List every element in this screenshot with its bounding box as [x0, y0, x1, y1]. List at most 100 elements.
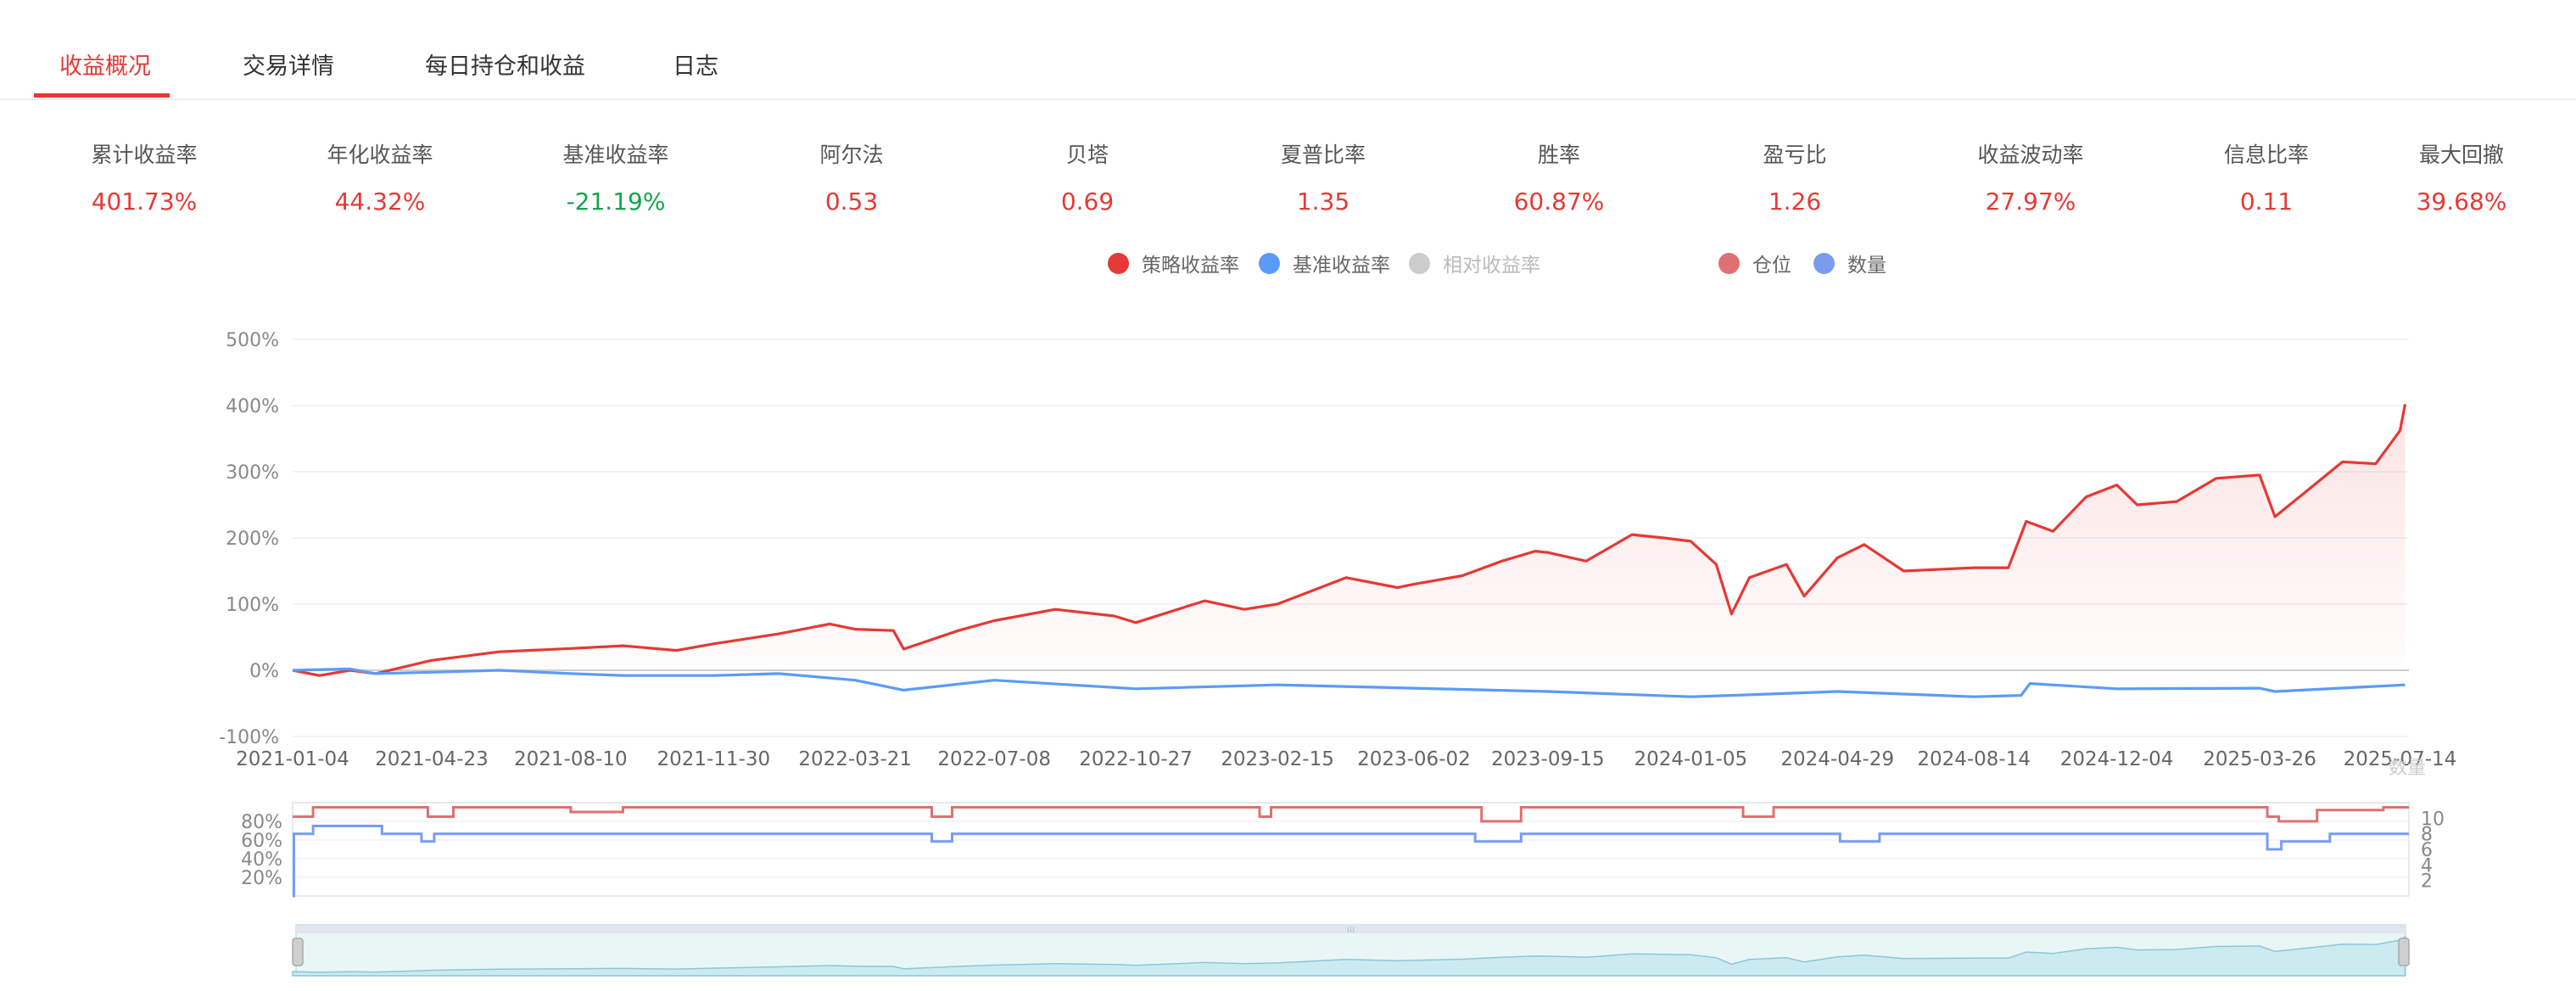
metric-value: 0.69 [1060, 188, 1115, 216]
x-tick-label: 2025-07-14 [2344, 748, 2457, 770]
x-tick-label: 2022-07-08 [937, 748, 1051, 770]
quantity-line [293, 825, 2409, 898]
metric-label: 贝塔 [1065, 143, 1109, 167]
metric-label: 阿尔法 [819, 143, 884, 167]
quantity-y-tick-label: 6 [2421, 840, 2433, 861]
metric-value: 27.97% [1985, 188, 2076, 216]
legend-label: 数量 [1847, 255, 1886, 277]
x-tick-label: 2022-03-21 [798, 748, 912, 770]
metric-cumulative-return: 累计收益率 401.73% [34, 141, 254, 217]
position-line [293, 806, 2409, 823]
metric-label: 信息比率 [2223, 143, 2309, 167]
metric-label: 夏普比率 [1280, 143, 1366, 167]
y-tick-label: 100% [226, 595, 279, 616]
metric-label: 胜率 [1537, 143, 1580, 167]
x-tick-label: 2024-12-04 [2060, 748, 2174, 770]
position-chart-frame [292, 802, 2410, 897]
tab-overview[interactable]: 收益概况 [59, 53, 151, 80]
y-tick-label: 300% [226, 462, 279, 484]
benchmark-return-line [292, 667, 2406, 698]
metric-value: 1.26 [1768, 188, 1822, 216]
y-tick-label: 500% [226, 330, 279, 351]
chart-legend: 策略收益率 基准收益率 相对收益率 仓位 数量 [0, 246, 2576, 280]
quantity-y-tick-label: 2 [2421, 871, 2433, 893]
main-chart-y-axis: 500% 400% 300% 200% 100% 0% -100% [219, 330, 279, 748]
zoom-slider-bar[interactable] [296, 925, 2406, 933]
zoom-handle-right[interactable] [2398, 938, 2410, 966]
legend-marker-relative [1409, 253, 1430, 274]
quantity-y-tick-label: 10 [2421, 809, 2445, 830]
x-tick-label: 2021-04-23 [375, 748, 489, 770]
x-tick-label: 2025-03-26 [2203, 748, 2316, 770]
x-tick-label: 2022-10-27 [1079, 748, 1193, 770]
tab-bar: 收益概况 交易详情 每日持仓和收益 日志 [0, 0, 2576, 100]
x-tick-label: 2023-02-15 [1221, 748, 1334, 770]
metric-volatility: 收益波动率 27.97% [1920, 141, 2141, 217]
legend-label: 基准收益率 [1293, 255, 1390, 277]
metric-value: 44.32% [334, 188, 426, 216]
legend-item-benchmark[interactable]: 基准收益率 [1259, 246, 1394, 280]
tab-trade-details[interactable]: 交易详情 [243, 53, 334, 80]
metric-value: -21.19% [566, 188, 666, 216]
metric-label: 收益波动率 [1977, 143, 2084, 167]
metric-value: 0.11 [2239, 188, 2294, 216]
metric-label: 年化收益率 [327, 143, 433, 167]
position-y-tick-label: 40% [241, 849, 282, 871]
metric-win-rate: 胜率 60.87% [1449, 141, 1669, 217]
metric-value: 1.35 [1296, 188, 1350, 216]
metric-value: 39.68% [2416, 188, 2507, 216]
legend-marker-quantity [1813, 253, 1835, 274]
quantity-axis-label: 数量 [2389, 758, 2426, 779]
metric-alpha: 阿尔法 0.53 [741, 141, 962, 217]
x-tick-label: 2023-09-15 [1491, 748, 1605, 770]
metric-value: 401.73% [91, 188, 198, 216]
y-tick-label: -100% [219, 727, 279, 748]
metric-label: 盈亏比 [1763, 143, 1827, 167]
main-chart-x-axis: 2021-01-04 2021-04-23 2021-08-10 2021-11-30… [236, 748, 2456, 770]
metric-sharpe: 夏普比率 1.35 [1213, 141, 1433, 217]
x-tick-label: 2024-01-05 [1634, 748, 1747, 770]
y-tick-label: 0% [249, 661, 279, 682]
legend-item-strategy[interactable]: 策略收益率 [1108, 246, 1243, 280]
legend-label: 相对收益率 [1443, 255, 1540, 277]
metric-label: 最大回撤 [2418, 143, 2504, 167]
main-chart-series [292, 404, 2407, 698]
x-tick-label: 2024-04-29 [1780, 748, 1894, 770]
zoom-preview-area [292, 935, 2406, 977]
position-y-tick-label: 80% [241, 812, 282, 833]
metric-beta: 贝塔 0.69 [977, 141, 1198, 217]
strategy-area [293, 404, 2406, 676]
strategy-return-line [292, 404, 2407, 677]
legend-marker-benchmark [1259, 253, 1280, 274]
metric-annual-return: 年化收益率 44.32% [270, 141, 490, 217]
zoom-slider[interactable]: ⁞⁞⁞ [292, 924, 2410, 977]
legend-marker-strategy [1108, 253, 1129, 274]
zoom-grip-icon[interactable]: ⁞⁞⁞ [1347, 926, 1355, 935]
position-y-tick-label: 60% [241, 831, 282, 852]
x-tick-label: 2024-08-14 [1917, 748, 2031, 770]
metric-label: 累计收益率 [91, 143, 198, 167]
quantity-y-tick-label: 4 [2421, 855, 2433, 876]
legend-item-relative[interactable]: 相对收益率 [1409, 246, 1545, 280]
metric-max-drawdown: 最大回撤 39.68% [2351, 141, 2572, 217]
active-tab-indicator [34, 93, 170, 98]
quantity-y-tick-label: 8 [2421, 825, 2433, 846]
metric-information-ratio: 信息比率 0.11 [2156, 141, 2377, 217]
legend-item-quantity[interactable]: 数量 [1813, 246, 1907, 280]
legend-item-position[interactable]: 仓位 [1718, 246, 1812, 280]
x-tick-label: 2023-06-02 [1357, 748, 1471, 770]
metric-value: 0.53 [824, 188, 879, 216]
tab-daily-positions[interactable]: 每日持仓和收益 [425, 53, 585, 80]
legend-label: 策略收益率 [1142, 255, 1239, 277]
metric-benchmark-return: 基准收益率 -21.19% [506, 141, 726, 217]
zoom-handle-left[interactable] [292, 938, 304, 966]
tab-log[interactable]: 日志 [673, 53, 718, 80]
y-tick-label: 200% [226, 529, 279, 550]
x-tick-label: 2021-11-30 [657, 748, 770, 770]
legend-label: 仓位 [1752, 255, 1791, 277]
metric-profit-loss-ratio: 盈亏比 1.26 [1685, 141, 1905, 217]
metric-label: 基准收益率 [562, 143, 669, 167]
position-y-tick-label: 20% [241, 868, 282, 889]
